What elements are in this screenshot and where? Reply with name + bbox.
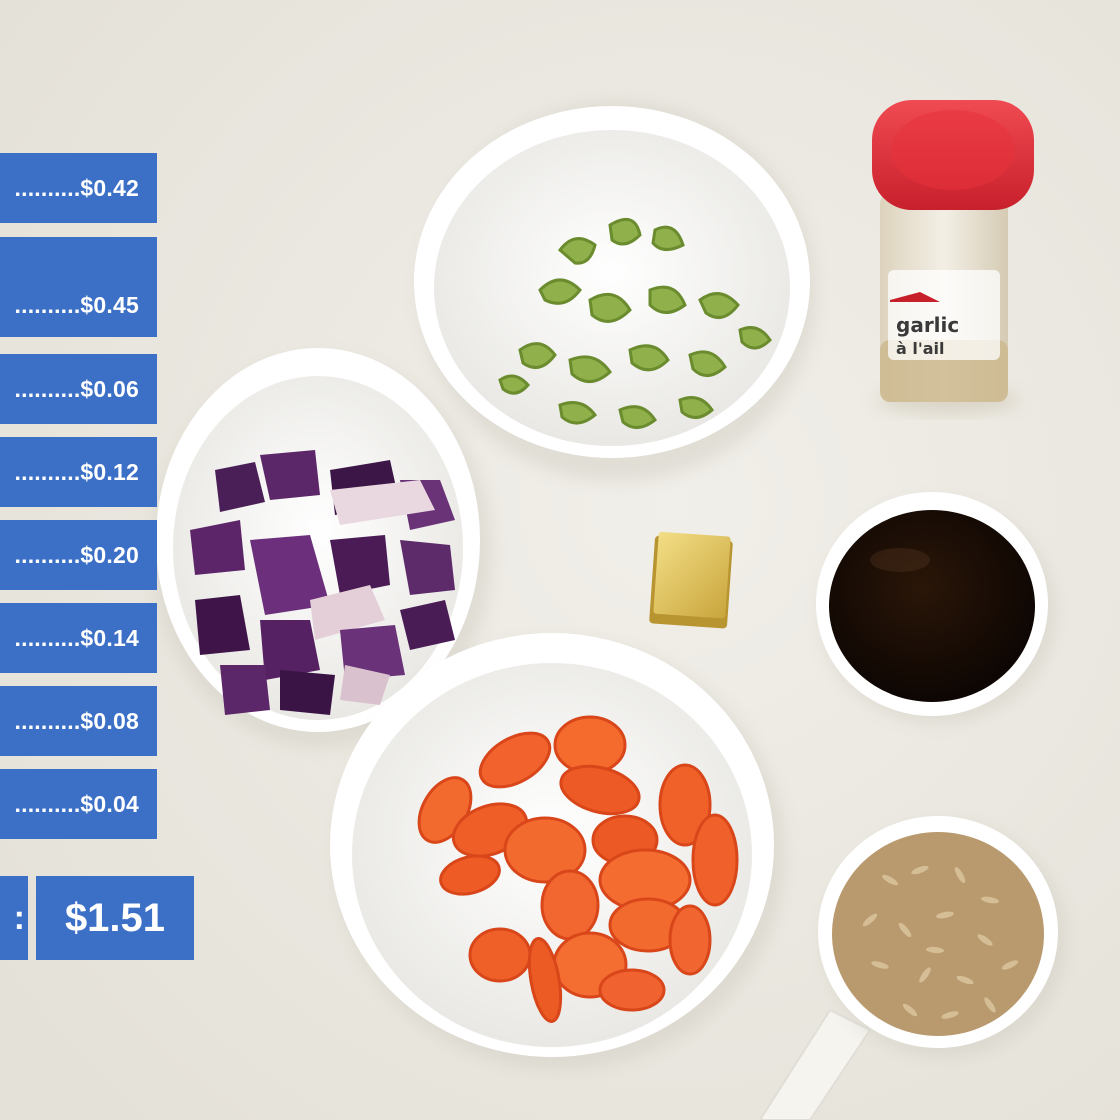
celery-pieces [498,217,772,429]
price-item-8: ..........$0.04 [0,769,157,839]
price-item-7: ..........$0.08 [0,686,157,756]
price-item-1: ..........$0.42 [0,153,157,223]
carrot-slices [417,715,739,1023]
celery-bowl [414,102,816,482]
red-cabbage-bowl [152,348,492,748]
soy-sauce-bowl [816,492,1056,724]
garlic-label-line2: à l'ail [896,339,945,358]
total-label-colon: : [0,876,28,960]
price-item-4: ..........$0.12 [0,437,157,507]
price-item-2: ..........$0.45 [0,237,157,337]
price-item-3: ..........$0.06 [0,354,157,424]
price-item-6: ..........$0.14 [0,603,157,673]
price-item-5: ..........$0.20 [0,520,157,590]
rice-grains [862,865,1019,1019]
garlic-label-line1: garlic [896,313,959,337]
garlic-powder-jar: garlic à l'ail [872,100,1034,414]
bouillon-cube [649,531,733,629]
carrot-bowl [330,633,785,1070]
total-price: $1.51 [36,876,194,960]
cabbage-pieces [190,450,455,715]
brown-rice-cup [758,816,1067,1120]
